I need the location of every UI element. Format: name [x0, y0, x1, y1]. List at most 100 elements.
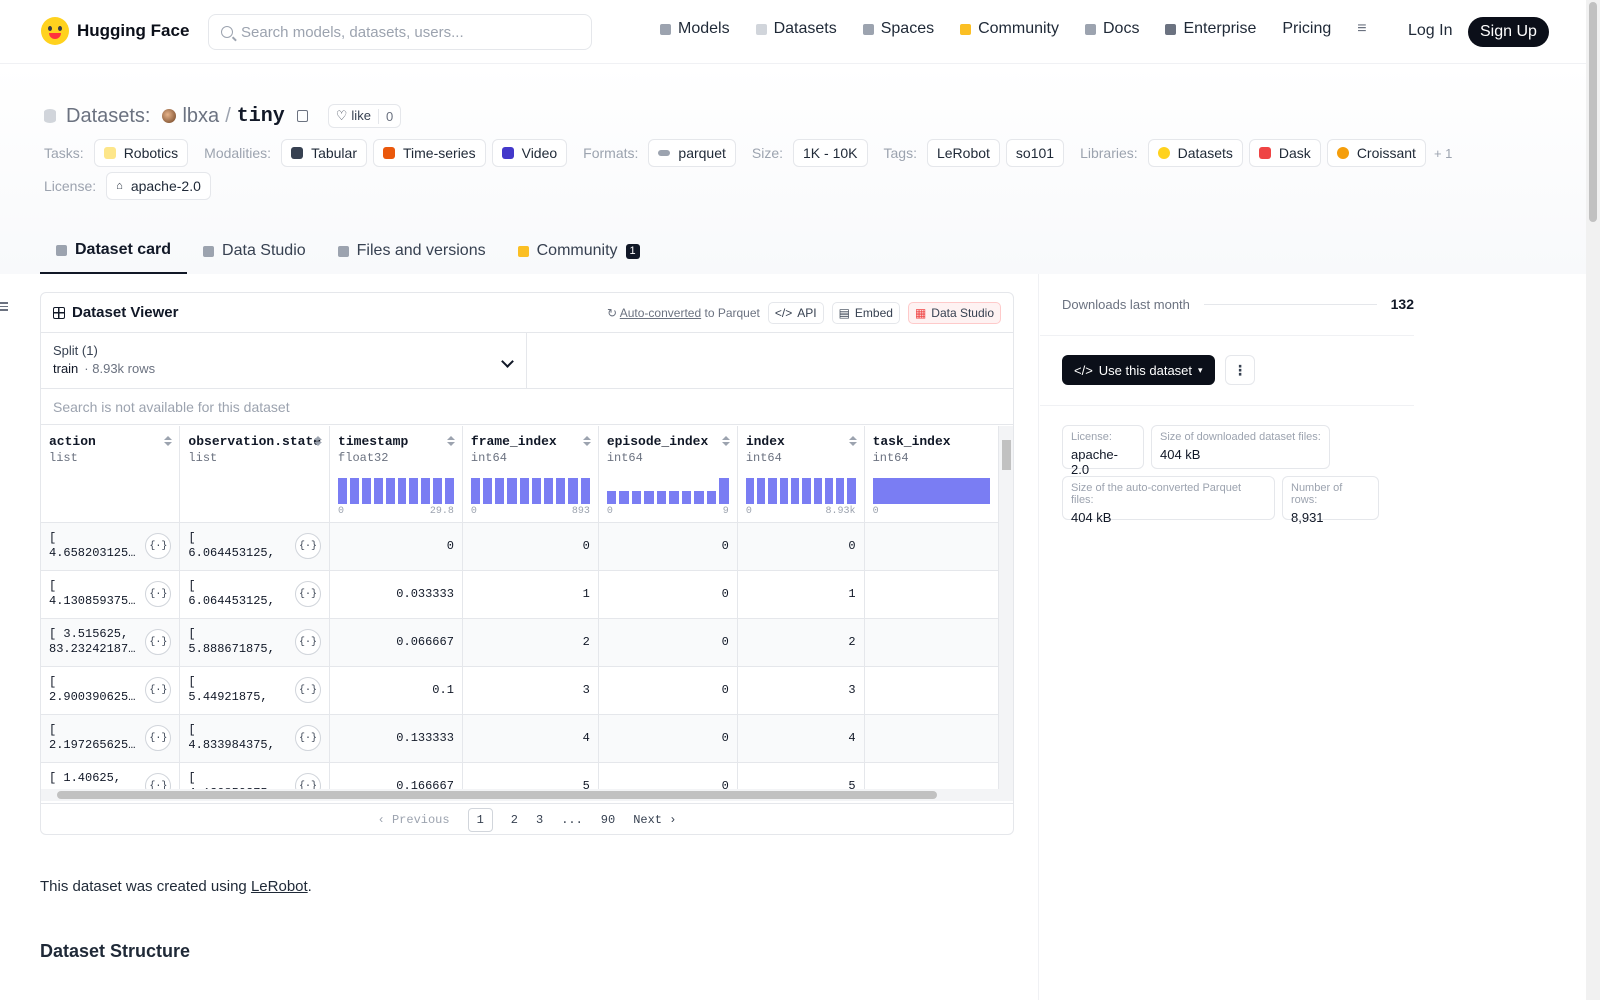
- tag-video[interactable]: Video: [491, 139, 568, 167]
- nav-pricing[interactable]: Pricing: [1282, 20, 1331, 38]
- expand-json-icon[interactable]: {·}: [145, 581, 172, 607]
- histogram-bar[interactable]: [757, 478, 766, 504]
- scroll-thumb[interactable]: [1002, 440, 1011, 470]
- table-vertical-scrollbar[interactable]: [999, 426, 1013, 789]
- tag-so101[interactable]: so101: [1005, 139, 1065, 167]
- nav-datasets[interactable]: Datasets: [755, 20, 837, 38]
- page-2-button[interactable]: 2: [510, 812, 518, 827]
- repo-owner[interactable]: lbxa: [182, 104, 220, 127]
- column-header[interactable]: episode_index int64 0 9: [598, 426, 738, 523]
- page-3-button[interactable]: 3: [535, 812, 544, 827]
- auto-converted-link[interactable]: Auto-converted: [619, 305, 702, 320]
- tab-community[interactable]: Community 1: [502, 228, 656, 274]
- use-dataset-button[interactable]: </> Use this dataset ▾: [1062, 355, 1215, 385]
- scroll-thumb[interactable]: [1589, 2, 1597, 222]
- expand-json-icon[interactable]: {·}: [145, 725, 172, 751]
- histogram-bar[interactable]: [606, 491, 617, 504]
- tag-tabular[interactable]: Tabular: [281, 139, 367, 167]
- nav-spaces[interactable]: Spaces: [862, 20, 934, 38]
- library-dask[interactable]: Dask: [1248, 139, 1321, 167]
- page-90-button[interactable]: 90: [600, 812, 616, 827]
- histogram-bar[interactable]: [644, 491, 654, 504]
- expand-json-icon[interactable]: {·}: [295, 581, 322, 607]
- histogram-bar[interactable]: [631, 491, 642, 504]
- column-header[interactable]: action list: [41, 426, 181, 523]
- search-input[interactable]: Search models, datasets, users...: [208, 14, 592, 50]
- histogram-bar[interactable]: [802, 478, 811, 504]
- repo-kind[interactable]: Datasets:: [66, 104, 151, 127]
- sort-icon[interactable]: [446, 436, 455, 446]
- signup-button[interactable]: Sign Up: [1468, 17, 1549, 47]
- histogram-bar[interactable]: [768, 478, 777, 504]
- column-header[interactable]: observation.state list: [179, 426, 331, 523]
- page-scrollbar[interactable]: [1586, 0, 1600, 1000]
- next-page-button[interactable]: Next ›: [633, 812, 677, 827]
- tag-size[interactable]: 1K - 10K: [793, 139, 868, 167]
- tag-lerobot[interactable]: LeRobot: [926, 139, 1000, 167]
- histogram-bar[interactable]: [349, 478, 359, 504]
- histogram-bar[interactable]: [694, 491, 704, 504]
- nav-community[interactable]: Community: [960, 20, 1059, 38]
- expand-json-icon[interactable]: {·}: [145, 773, 172, 789]
- sort-icon[interactable]: [314, 436, 323, 446]
- column-header[interactable]: index int64 0 8.93k: [737, 426, 865, 523]
- histogram-bar[interactable]: [421, 478, 431, 504]
- histogram-bar[interactable]: [669, 491, 679, 504]
- tag-parquet[interactable]: parquet: [648, 139, 736, 167]
- histogram-bar[interactable]: [836, 478, 845, 504]
- histogram-bar[interactable]: [544, 478, 554, 504]
- column-header[interactable]: timestamp float32 0 29.8: [329, 426, 463, 523]
- histogram-bar[interactable]: [719, 478, 729, 504]
- login-link[interactable]: Log In: [1408, 22, 1453, 39]
- histogram-bar[interactable]: [813, 478, 822, 504]
- expand-json-icon[interactable]: {·}: [295, 677, 322, 703]
- embed-button[interactable]: ▤ Embed: [831, 301, 900, 324]
- tab-data-studio[interactable]: Data Studio: [187, 228, 322, 274]
- histogram-bar[interactable]: [470, 478, 481, 504]
- expand-json-icon[interactable]: {·}: [295, 725, 322, 751]
- expand-json-icon[interactable]: {·}: [145, 629, 172, 655]
- repo-name[interactable]: tiny: [236, 104, 285, 128]
- tag-robotics[interactable]: Robotics: [93, 139, 189, 167]
- histogram-bar[interactable]: [495, 478, 505, 504]
- more-options-button[interactable]: ⋮: [1225, 355, 1255, 385]
- scroll-thumb[interactable]: [57, 791, 937, 799]
- nav-models[interactable]: Models: [660, 20, 730, 38]
- histogram-bar[interactable]: [580, 478, 590, 504]
- lerobot-link[interactable]: LeRobot: [250, 878, 308, 895]
- tab-dataset-card[interactable]: Dataset card: [40, 228, 188, 274]
- histogram-bar[interactable]: [361, 478, 371, 504]
- expand-json-icon[interactable]: {·}: [145, 677, 172, 703]
- tag-license[interactable]: ⌂ apache-2.0: [106, 172, 211, 200]
- histogram-bar[interactable]: [409, 478, 419, 504]
- column-header[interactable]: task_index int64 0: [864, 426, 999, 523]
- libraries-more[interactable]: + 1: [1433, 145, 1453, 161]
- histogram-bar[interactable]: [872, 478, 990, 504]
- histogram-bar[interactable]: [824, 478, 834, 504]
- histogram-bar[interactable]: [745, 478, 755, 504]
- histogram-bar[interactable]: [556, 478, 566, 504]
- histogram-bar[interactable]: [519, 478, 529, 504]
- sort-icon[interactable]: [848, 436, 857, 446]
- sort-icon[interactable]: [164, 436, 173, 446]
- histogram-bar[interactable]: [779, 478, 788, 504]
- split-selector[interactable]: Split (1) train · 8.93k rows: [41, 333, 527, 388]
- logo[interactable]: Hugging Face: [41, 17, 189, 45]
- nav-enterprise[interactable]: Enterprise: [1165, 20, 1256, 38]
- table-horizontal-scrollbar[interactable]: [41, 789, 1013, 801]
- histogram-bar[interactable]: [706, 491, 717, 504]
- tag-time-series[interactable]: Time-series: [373, 139, 486, 167]
- expand-json-icon[interactable]: {·}: [295, 773, 322, 789]
- menu-icon[interactable]: ≡: [1357, 20, 1367, 37]
- histogram-bar[interactable]: [790, 478, 800, 504]
- expand-json-icon[interactable]: {·}: [295, 533, 322, 559]
- toc-toggle-icon[interactable]: [0, 302, 9, 312]
- histogram-bar[interactable]: [397, 478, 407, 504]
- sort-icon[interactable]: [721, 436, 730, 446]
- histogram-bar[interactable]: [568, 478, 578, 504]
- histogram-bar[interactable]: [656, 491, 667, 504]
- histogram-bar[interactable]: [847, 478, 856, 504]
- histogram-bar[interactable]: [445, 478, 454, 504]
- previous-page-button[interactable]: ‹ Previous: [377, 812, 450, 827]
- tab-files-and-versions[interactable]: Files and versions: [322, 228, 502, 274]
